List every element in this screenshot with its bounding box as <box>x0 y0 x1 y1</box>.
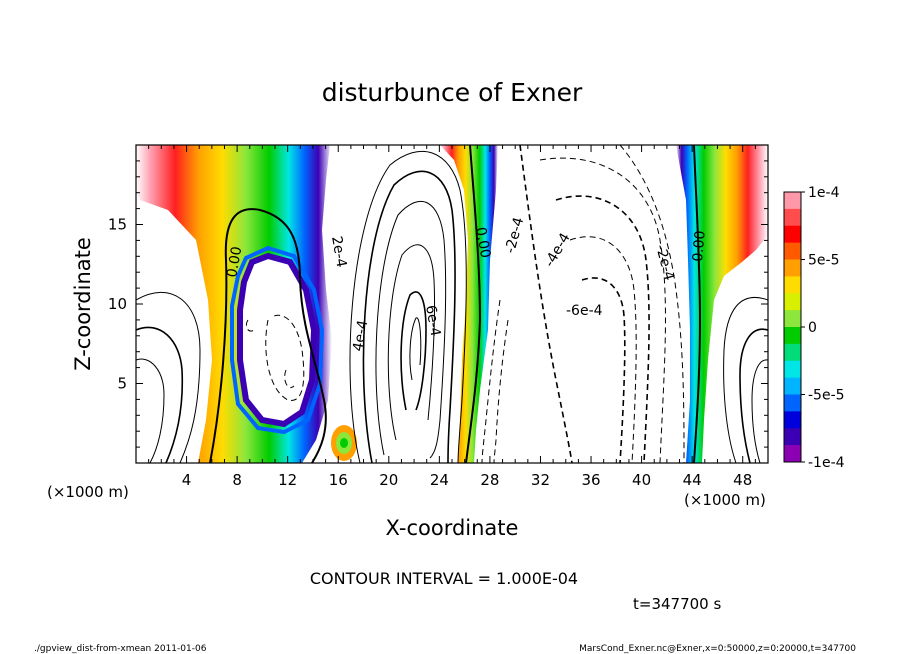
negative-core-left-edge <box>237 252 318 428</box>
y-axis-title: Z-coordinate <box>71 237 95 371</box>
y-axis-unit: (×1000 m) <box>47 483 129 501</box>
chart-title: disturbunce of Exner <box>322 78 583 107</box>
x-tick-label: 8 <box>232 471 242 489</box>
colorbar-segment <box>784 225 801 244</box>
x-tick-label: 24 <box>430 471 449 489</box>
x-axis-unit: (×1000 m) <box>684 491 766 509</box>
colorbar-segment <box>784 360 801 379</box>
x-axis-title: X-coordinate <box>386 516 519 540</box>
colorbar-segment <box>784 192 801 210</box>
x-tick-label: 4 <box>182 471 192 489</box>
x-tick-label: 20 <box>379 471 398 489</box>
colorbar-label: -1e-4 <box>808 455 845 471</box>
y-tick-label: 15 <box>108 216 127 234</box>
x-tick-label: 32 <box>531 471 550 489</box>
contour-interval-text: CONTOUR INTERVAL = 1.000E-04 <box>310 569 578 588</box>
colorbar-label: 5e-5 <box>808 253 839 269</box>
x-tick-label: 48 <box>733 471 752 489</box>
y-tick-label: 5 <box>117 375 127 393</box>
colorbar-label: 1e-4 <box>808 185 840 201</box>
x-tick-label: 36 <box>581 471 600 489</box>
time-text: t=347700 s <box>633 595 721 613</box>
x-tick-label: 40 <box>632 471 651 489</box>
x-tick-label: 12 <box>278 471 297 489</box>
colorbar: 1e-4 5e-5 0 -5e-5 -1e-4 <box>783 185 845 471</box>
footer-left: ./gpview_dist-from-xmean 2011-01-06 <box>34 644 207 654</box>
y-tick-label: 10 <box>108 295 127 313</box>
y-axis: 5 10 15 <box>108 160 768 448</box>
colorbar-segment <box>784 411 801 429</box>
colorbar-label: 0 <box>808 320 817 336</box>
contours-negative <box>245 145 685 463</box>
x-tick-label: 16 <box>329 471 348 489</box>
colorbar-segment <box>784 276 801 294</box>
colorbar-label: -5e-5 <box>808 388 845 404</box>
contour-label: 0.00 <box>472 226 493 259</box>
contour-label: 2e-4 <box>328 235 349 269</box>
colorbar-segment <box>784 445 801 463</box>
colorbar-segment <box>784 428 801 446</box>
x-tick-label: 28 <box>480 471 499 489</box>
plot-area: 0.00 2e-4 4e-4 6e-4 0.00 -2e-4 -4e-4 -6e… <box>136 145 768 463</box>
x-axis: 4 8 12 16 20 24 28 32 36 40 44 48 <box>148 145 756 489</box>
colorbar-segment <box>784 327 801 345</box>
contour-label: 6e-4 <box>422 304 443 338</box>
colorbar-segment <box>784 208 801 227</box>
contour-label: 0.00 <box>690 230 709 262</box>
colorbar-segment <box>784 242 801 260</box>
negative-core-left-edge2 <box>230 245 325 435</box>
colorbar-segment <box>784 343 801 362</box>
contour-label: -6e-4 <box>566 303 603 319</box>
contours-zero <box>209 145 702 463</box>
footer-right: MarsCond_Exner.nc@Exner,x=0:50000,z=0:20… <box>579 644 856 654</box>
x-tick-label: 44 <box>683 471 702 489</box>
contour-label: 0.00 <box>224 245 245 278</box>
colorbar-segment <box>784 377 801 395</box>
colorbar-segment <box>784 293 801 311</box>
contours-positive <box>136 150 768 463</box>
colorbar-segment <box>784 259 801 277</box>
contour-label: 4e-4 <box>350 319 371 353</box>
colorbar-segment <box>784 310 801 328</box>
negative-core-left <box>240 256 314 424</box>
shaded-band-middle <box>440 145 498 463</box>
colorbar-segment <box>784 394 801 412</box>
